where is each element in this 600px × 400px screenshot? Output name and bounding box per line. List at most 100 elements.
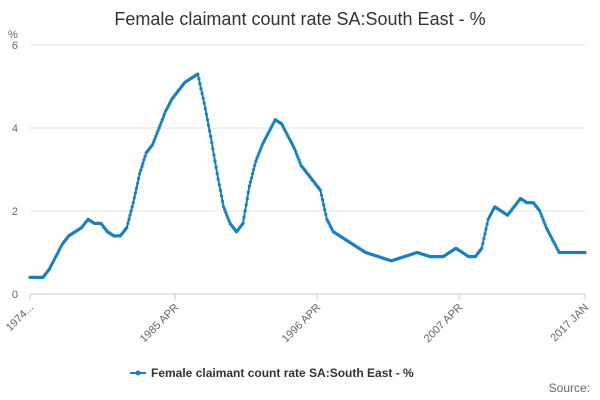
data-point[interactable] xyxy=(128,213,132,217)
data-point[interactable] xyxy=(253,163,257,167)
data-point[interactable] xyxy=(156,129,160,133)
data-point[interactable] xyxy=(196,72,200,76)
data-point[interactable] xyxy=(256,154,260,158)
data-point[interactable] xyxy=(125,226,129,230)
data-point[interactable] xyxy=(142,158,146,162)
data-point[interactable] xyxy=(211,147,215,151)
data-point[interactable] xyxy=(157,126,161,130)
data-point[interactable] xyxy=(140,165,144,169)
data-point[interactable] xyxy=(218,188,222,192)
data-point[interactable] xyxy=(319,193,324,197)
data-point[interactable] xyxy=(161,115,165,119)
data-point[interactable] xyxy=(482,237,486,241)
data-point[interactable] xyxy=(197,77,201,81)
data-point[interactable] xyxy=(162,112,166,116)
data-point[interactable] xyxy=(131,201,135,205)
data-point[interactable] xyxy=(139,168,143,172)
data-point[interactable] xyxy=(224,210,228,214)
data-point[interactable] xyxy=(324,212,328,217)
data-point[interactable] xyxy=(133,191,137,195)
data-point[interactable] xyxy=(220,199,225,203)
data-point[interactable] xyxy=(295,152,299,156)
data-point[interactable] xyxy=(257,151,261,155)
data-point[interactable] xyxy=(203,107,207,111)
data-point[interactable] xyxy=(246,190,250,194)
data-point[interactable] xyxy=(138,172,142,176)
data-point[interactable] xyxy=(208,129,212,133)
data-point[interactable] xyxy=(159,120,163,125)
data-point[interactable] xyxy=(227,219,231,223)
data-point[interactable] xyxy=(136,181,140,185)
data-point[interactable] xyxy=(583,250,587,255)
legend[interactable]: Female claimant count rate SA:South East… xyxy=(130,366,414,380)
data-point[interactable] xyxy=(241,221,245,225)
data-point[interactable] xyxy=(483,232,487,236)
data-point[interactable] xyxy=(213,159,217,163)
data-point[interactable] xyxy=(251,172,255,176)
data-point[interactable] xyxy=(219,194,224,198)
data-point[interactable] xyxy=(206,123,211,127)
data-point[interactable] xyxy=(242,215,246,219)
data-point[interactable] xyxy=(158,123,162,127)
data-point[interactable] xyxy=(212,153,216,157)
data-point[interactable] xyxy=(323,208,327,212)
data-point[interactable] xyxy=(223,208,227,212)
data-point[interactable] xyxy=(259,145,263,149)
data-point[interactable] xyxy=(200,91,204,95)
data-point[interactable] xyxy=(247,184,251,188)
data-point[interactable] xyxy=(132,196,136,200)
data-point[interactable] xyxy=(215,172,219,176)
data-point[interactable] xyxy=(297,158,301,162)
data-point[interactable] xyxy=(199,87,203,91)
data-point[interactable] xyxy=(480,246,484,250)
data-point[interactable] xyxy=(252,167,256,172)
data-point[interactable] xyxy=(154,134,158,138)
data-point[interactable] xyxy=(539,212,543,216)
data-point[interactable] xyxy=(198,82,202,86)
data-point[interactable] xyxy=(209,134,213,138)
data-point[interactable] xyxy=(541,217,545,221)
data-point[interactable] xyxy=(152,140,156,144)
data-point[interactable] xyxy=(248,180,253,184)
data-point[interactable] xyxy=(214,165,218,169)
data-point[interactable] xyxy=(293,147,297,151)
data-point[interactable] xyxy=(153,137,157,141)
data-point[interactable] xyxy=(258,148,262,152)
data-point[interactable] xyxy=(318,188,322,192)
data-point[interactable] xyxy=(244,203,248,207)
data-point[interactable] xyxy=(485,222,489,226)
data-point[interactable] xyxy=(127,217,131,221)
data-point[interactable] xyxy=(137,176,141,181)
data-point[interactable] xyxy=(245,197,249,201)
data-point[interactable] xyxy=(296,155,300,159)
data-point[interactable] xyxy=(321,198,325,202)
data-point[interactable] xyxy=(210,140,214,145)
data-point[interactable] xyxy=(255,156,259,160)
data-point[interactable] xyxy=(129,209,133,213)
data-point[interactable] xyxy=(294,149,298,154)
data-point[interactable] xyxy=(481,241,485,246)
data-point[interactable] xyxy=(130,205,134,209)
data-point[interactable] xyxy=(322,203,326,207)
data-point[interactable] xyxy=(543,223,547,227)
data-point[interactable] xyxy=(538,209,542,213)
data-point[interactable] xyxy=(243,209,247,213)
data-point[interactable] xyxy=(155,131,159,136)
data-point[interactable] xyxy=(216,177,220,181)
data-point[interactable] xyxy=(202,101,206,105)
data-point[interactable] xyxy=(126,221,130,225)
data-point[interactable] xyxy=(250,176,254,180)
data-point[interactable] xyxy=(160,118,164,122)
data-point[interactable] xyxy=(143,154,147,158)
data-point[interactable] xyxy=(540,214,544,219)
legend-label[interactable]: Female claimant count rate SA:South East… xyxy=(151,366,414,380)
credits[interactable]: Source: xyxy=(549,381,590,395)
data-point[interactable] xyxy=(226,216,230,220)
data-point[interactable] xyxy=(151,143,155,147)
data-point[interactable] xyxy=(254,159,258,163)
data-point[interactable] xyxy=(201,96,205,100)
data-point[interactable] xyxy=(141,161,145,165)
data-point[interactable] xyxy=(205,118,210,122)
data-point[interactable] xyxy=(134,186,139,190)
data-point[interactable] xyxy=(225,213,229,217)
